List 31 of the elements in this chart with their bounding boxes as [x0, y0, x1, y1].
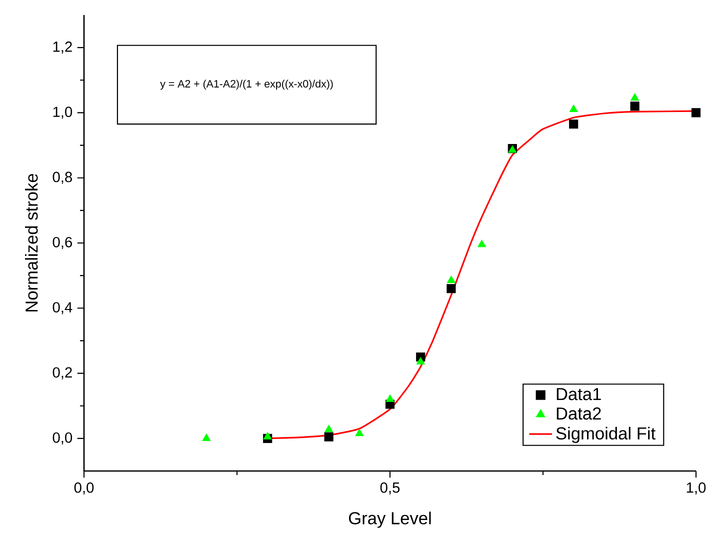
point — [630, 93, 640, 101]
y-axis-title: Normalized stroke — [25, 174, 38, 312]
point — [691, 108, 701, 118]
point — [630, 102, 640, 111]
x-axis-title: Gray Level — [348, 512, 431, 528]
point — [202, 434, 211, 441]
point — [569, 104, 578, 112]
point — [478, 240, 486, 248]
annotation: y = A2 + (A1-A2)/(1 + exp((x-x0)/dx)) — [160, 80, 333, 90]
point — [324, 424, 333, 432]
y-tick-label: 1,2 — [53, 42, 72, 54]
point — [569, 120, 578, 129]
y-tick-label: 1,0 — [53, 106, 72, 119]
point — [447, 276, 456, 283]
legend-label: Data2 — [556, 407, 601, 420]
x-tick-label: 1,0 — [686, 482, 706, 494]
x-tick-label: 0,0 — [74, 482, 94, 494]
legend-label: Data1 — [556, 388, 601, 400]
y-tick-label: 0,4 — [52, 302, 72, 314]
point — [446, 284, 456, 294]
point — [386, 394, 394, 402]
point — [263, 432, 272, 440]
point — [416, 357, 425, 364]
y-tick-label: 0,8 — [52, 172, 72, 184]
legend-label: Sigmoidal Fit — [556, 426, 656, 443]
x-tick-label: 0,5 — [380, 482, 400, 494]
y-tick-label: 0,2 — [52, 367, 72, 380]
y-tick-label: 0,0 — [52, 432, 72, 444]
point — [324, 432, 334, 442]
point — [355, 428, 364, 436]
y-tick-label: 0,6 — [52, 236, 72, 250]
